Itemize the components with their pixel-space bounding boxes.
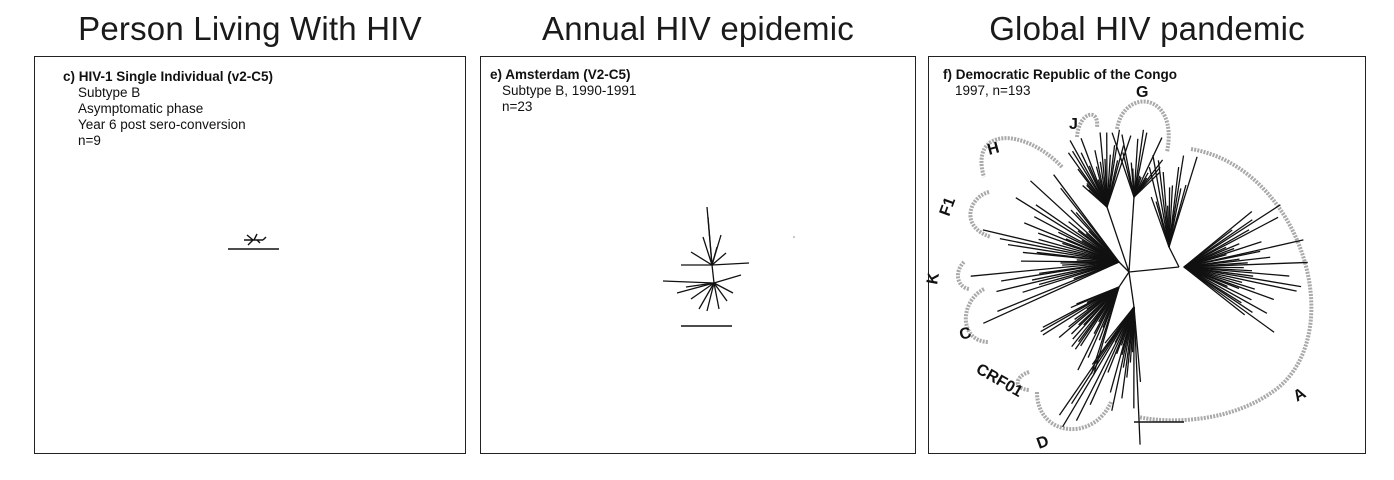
tree-branch [1183, 250, 1261, 268]
clade-label: F1 [937, 195, 959, 218]
tree-branch [1183, 266, 1290, 277]
heading-pandemic: Global HIV pandemic [989, 10, 1305, 47]
tree-branch [1168, 246, 1180, 268]
tree-branch [1121, 134, 1135, 198]
tree-branch [1089, 306, 1135, 405]
clade-label: J [1069, 116, 1078, 133]
tree-branch [1183, 266, 1302, 288]
caption-line: Subtype B, 1990-1991 [502, 83, 637, 98]
caption-line: Year 6 post sero-conversion [78, 117, 246, 132]
tree-branch [1007, 243, 1120, 263]
tree-branch [1067, 152, 1108, 208]
tree-branch [983, 261, 1120, 324]
tree-branch [1030, 180, 1120, 263]
heading-epidemic: Annual HIV epidemic [542, 10, 854, 47]
tree-branch [1042, 286, 1120, 336]
tree-branch [996, 261, 1120, 293]
clade-label: K [924, 271, 943, 286]
tree-branch [1076, 286, 1120, 305]
tree-branch [1183, 266, 1297, 292]
tree-branch [1106, 129, 1121, 208]
tree-branch [1148, 167, 1170, 248]
tree-branch [970, 261, 1120, 277]
tree-branch [1183, 216, 1279, 268]
tree-branch [1069, 140, 1108, 208]
clade-label: H [986, 139, 1002, 158]
tree-branch [1133, 138, 1139, 198]
tree-branch [1183, 261, 1308, 268]
panel-title: e) Amsterdam (V2-C5) [490, 67, 631, 82]
panel-drc: f) Democratic Republic of the Congo 1997… [924, 56, 1366, 454]
panel-caption: c) HIV-1 Single Individual (v2-C5) Subty… [63, 69, 273, 149]
panel-caption: e) Amsterdam (V2-C5) Subtype B, 1990-199… [490, 67, 636, 115]
panel-amsterdam: e) Amsterdam (V2-C5) Subtype B, 1990-199… [480, 56, 916, 454]
tree-branch [982, 229, 1120, 263]
caption-line: Subtype B [78, 85, 141, 100]
tree-branch [1106, 135, 1132, 208]
tree-branch [1128, 271, 1135, 308]
caption-line: Asymptomatic phase [78, 101, 204, 116]
panel-title: c) HIV-1 Single Individual (v2-C5) [63, 69, 274, 84]
tree-branch [1128, 266, 1180, 273]
phylogenetic-tree-drc: H J G F1 K C CRF01 D A [924, 84, 1314, 453]
tree-branch [1152, 155, 1170, 248]
tree-branch [1118, 271, 1130, 288]
caption-line: 1997, n=193 [955, 83, 1031, 98]
tree-branch [1183, 256, 1271, 268]
tree-branch [1183, 266, 1252, 301]
tree-branch [1183, 266, 1246, 316]
tree-branch [1128, 196, 1135, 273]
tree-branch [1183, 266, 1275, 333]
clade-label: A [1291, 385, 1310, 406]
tree-branch [1109, 306, 1135, 393]
tree-branch [1111, 132, 1135, 198]
tree-branch [1168, 185, 1174, 248]
tree-branch [1035, 204, 1120, 263]
tree-branch [1106, 206, 1130, 273]
heading-individual: Person Living With HIV [78, 10, 422, 47]
caption-line: n=9 [78, 133, 101, 148]
tree-branch [1015, 197, 1120, 263]
tree-branch [1037, 232, 1120, 263]
tree-branch [1031, 261, 1120, 281]
tree-branch [999, 238, 1120, 263]
tree-branch [1071, 286, 1120, 347]
panel-title: f) Democratic Republic of the Congo [943, 67, 1178, 82]
clade-label: CRF01 [973, 361, 1025, 401]
tree-branch [1168, 188, 1182, 248]
tree-branch [1118, 261, 1130, 273]
clade-label: D [1035, 433, 1052, 453]
clade-label: G [1136, 84, 1148, 101]
tree-branch [1183, 204, 1281, 268]
phylogenetic-tree-amsterdam [662, 206, 795, 327]
tree-branch [1104, 306, 1135, 344]
tree-branch [1133, 132, 1148, 198]
panel-single-individual: c) HIV-1 Single Individual (v2-C5) Subty… [34, 56, 466, 454]
phylogenetic-tree-individual [228, 233, 279, 250]
tree-branch [1121, 306, 1135, 399]
panel-caption: f) Democratic Republic of the Congo 1997… [943, 67, 1177, 99]
caption-line: n=23 [502, 99, 533, 114]
tree-branch [997, 261, 1120, 312]
tree-branch [1062, 306, 1135, 428]
tree-branch [1168, 156, 1198, 248]
tree-branch [1133, 306, 1141, 445]
tree-branch [1133, 137, 1163, 198]
tree-branch [1183, 266, 1268, 314]
tree-branch [1133, 171, 1161, 198]
clade-label: C [958, 324, 974, 344]
tree-branch [1053, 174, 1120, 263]
